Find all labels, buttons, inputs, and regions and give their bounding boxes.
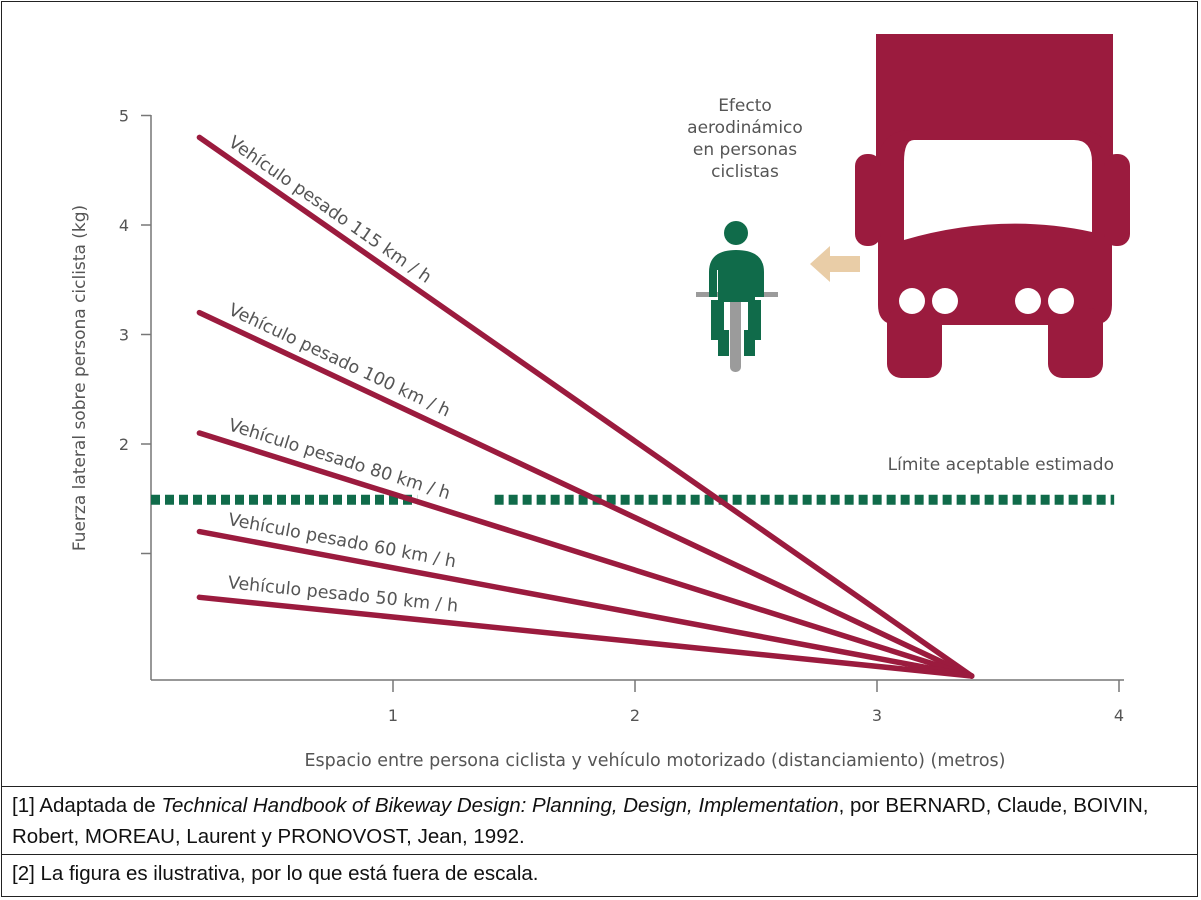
series-label: Vehículo pesado 100 km / h [225, 300, 453, 421]
annotation-line: Efecto [718, 96, 772, 116]
threshold-label: Límite aceptable estimado [888, 455, 1114, 475]
y-tick-label: 2 [119, 435, 129, 454]
axes: 2 3 4 5 1 2 3 4 [119, 107, 1124, 726]
truck-windshield [904, 140, 1092, 240]
series-line [196, 528, 975, 679]
y-axis-title: Fuerza lateral sobre persona ciclista (k… [70, 205, 90, 551]
x-axis-title: Espacio entre persona ciclista y vehícul… [305, 751, 1006, 771]
y-tick-label: 3 [119, 326, 129, 345]
wind-arrow-icon [810, 246, 860, 282]
x-tick-label: 1 [388, 706, 398, 725]
cyclist-icon [696, 221, 778, 372]
y-tick-label: 4 [119, 216, 129, 235]
note-source-title: Technical Handbook of Bikeway Design: Pl… [161, 794, 839, 817]
series-line [196, 430, 975, 679]
series-label: Vehículo pesado 115 km / h [225, 133, 435, 288]
annotation-line: aerodinámico [687, 118, 803, 138]
series-line [196, 134, 975, 679]
x-tick-label: 4 [1114, 706, 1124, 725]
truck-headlights [899, 288, 1074, 314]
notes-divider-2 [1, 854, 1198, 855]
x-tick-label: 3 [872, 706, 882, 725]
annotation-line: ciclistas [711, 162, 779, 182]
note-source-prefix: [1] Adaptada de [12, 794, 162, 817]
x-tick-label: 2 [630, 706, 640, 725]
note-source-suffix: , por BERNARD, Claude, BOIVIN, Robert, M… [12, 794, 1149, 848]
note-source: [1] Adaptada de Technical Handbook of Bi… [12, 790, 1189, 852]
annotation-text: Efecto aerodinámico en personas ciclistas [687, 96, 803, 182]
series-label: Vehículo pesado 80 km / h [226, 416, 453, 505]
series-line [196, 309, 975, 679]
annotation-line: en personas [693, 140, 797, 160]
note-scale: [2] La figura es ilustrativa, por lo que… [12, 862, 539, 885]
y-tick-label: 5 [119, 107, 129, 126]
series-line [196, 594, 975, 679]
series-lines [196, 134, 975, 679]
notes-divider [1, 786, 1198, 787]
chart: 2 3 4 5 1 2 3 4 Límite aceptable estimado Vehíc… [70, 34, 1130, 771]
